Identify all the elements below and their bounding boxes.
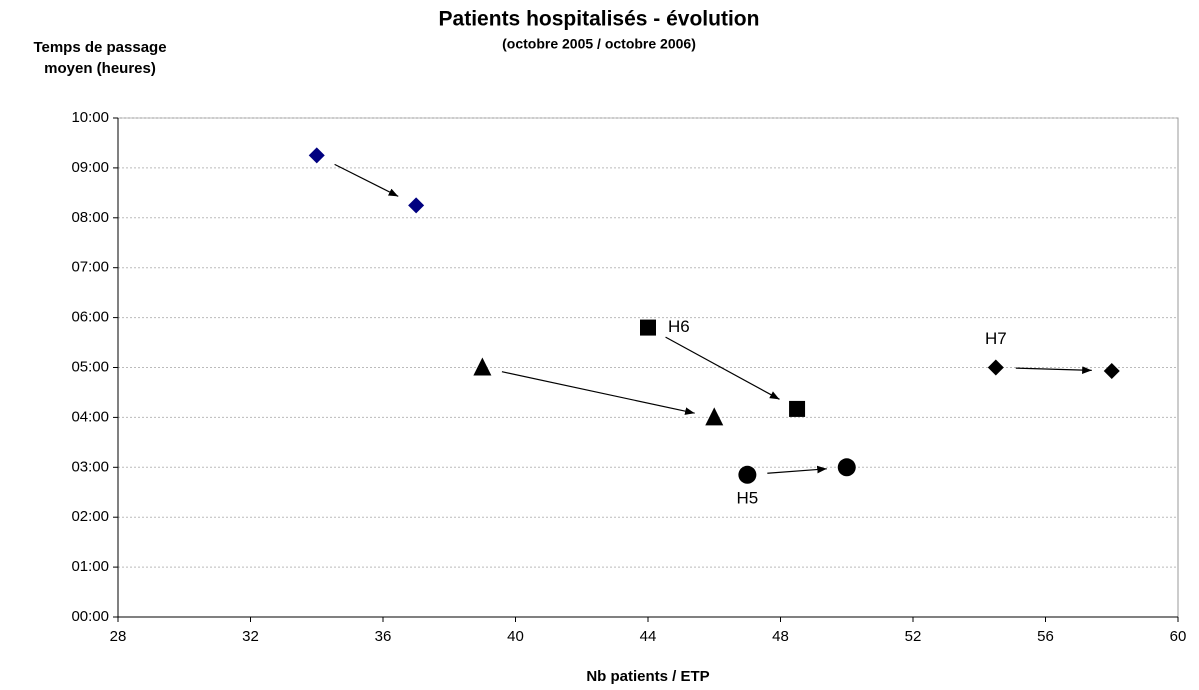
arrow	[334, 163, 399, 197]
point	[789, 400, 806, 417]
x-tick-label: 52	[905, 628, 922, 645]
y-tick-label: 00:00	[71, 608, 109, 625]
arrow	[665, 336, 780, 400]
x-tick-label: 32	[242, 628, 259, 645]
y-tick-label: 04:00	[71, 408, 109, 425]
x-tick-label: 48	[772, 628, 789, 645]
y-tick-label: 09:00	[71, 159, 109, 176]
chart-title: Patients hospitalisés - évolution	[439, 8, 760, 31]
x-tick-label: 56	[1037, 628, 1054, 645]
x-tick-label: 36	[375, 628, 392, 645]
point-label: H6	[668, 317, 690, 336]
arrow	[1015, 366, 1092, 374]
y-tick-label: 08:00	[71, 209, 109, 226]
y-axis-label: moyen (heures)	[44, 60, 156, 77]
point	[987, 359, 1004, 376]
y-tick-label: 01:00	[71, 558, 109, 575]
y-tick-label: 02:00	[71, 508, 109, 525]
point	[408, 197, 425, 214]
x-tick-label: 28	[110, 628, 127, 645]
point-label: H5	[737, 488, 759, 507]
y-tick-label: 03:00	[71, 458, 109, 475]
point	[705, 407, 724, 426]
y-tick-label: 05:00	[71, 358, 109, 375]
point	[837, 458, 856, 477]
point	[308, 147, 325, 164]
y-axis-label: Temps de passage	[33, 39, 166, 56]
x-axis-label: Nb patients / ETP	[586, 668, 709, 685]
point	[738, 465, 757, 484]
point-label: H7	[985, 329, 1007, 348]
point	[473, 357, 492, 376]
y-tick-label: 10:00	[71, 109, 109, 126]
chart-subtitle: (octobre 2005 / octobre 2006)	[502, 36, 696, 52]
point	[1103, 362, 1120, 379]
arrow	[767, 465, 827, 474]
y-tick-label: 06:00	[71, 309, 109, 326]
point	[640, 319, 656, 336]
x-tick-label: 60	[1170, 628, 1187, 645]
x-tick-label: 40	[507, 628, 524, 645]
arrow	[501, 371, 695, 415]
y-tick-label: 07:00	[71, 259, 109, 276]
x-tick-label: 44	[640, 628, 657, 645]
